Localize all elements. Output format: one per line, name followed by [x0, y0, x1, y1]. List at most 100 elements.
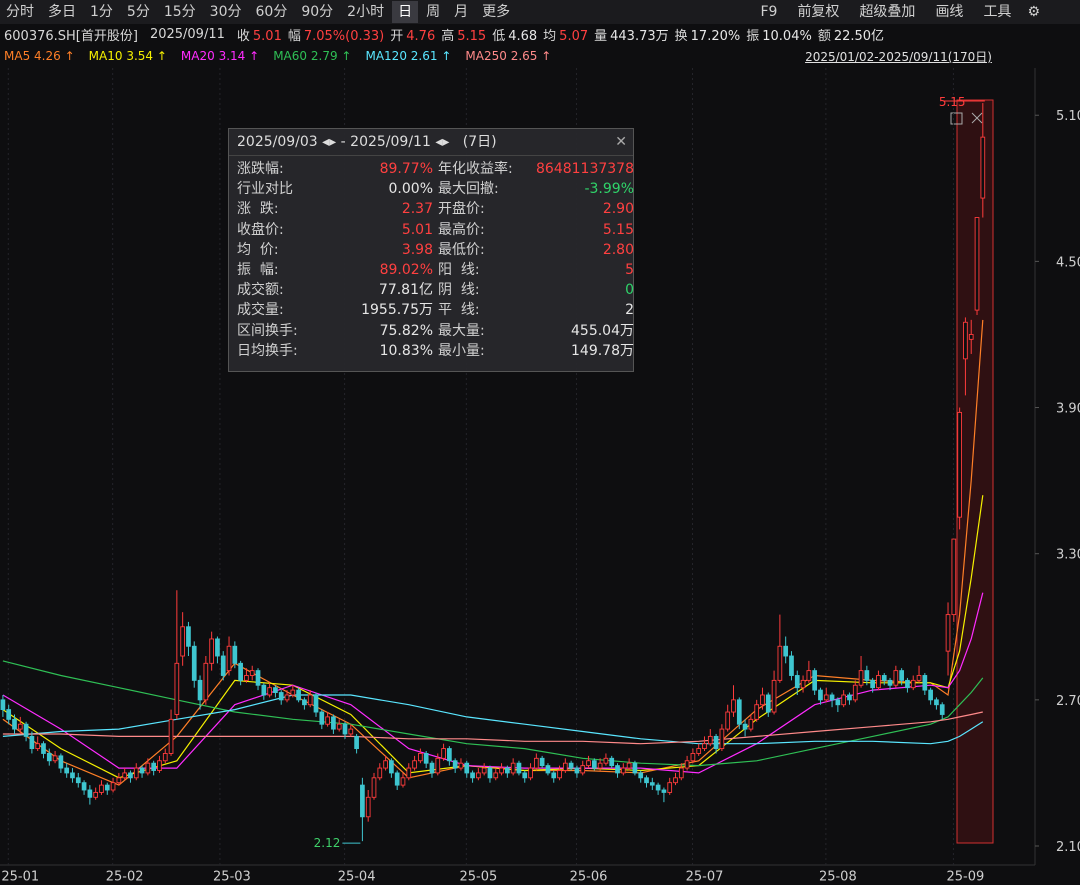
quote-label: 幅	[287, 29, 301, 44]
stat-label: 日均换手:	[237, 342, 298, 359]
stat-row: 行业对比 0.00%	[237, 179, 433, 199]
candle-body	[64, 767, 70, 774]
stat-label: 涨跌幅:	[237, 161, 284, 177]
x-tick-label: 25-02	[106, 870, 144, 885]
candle-body	[70, 772, 75, 779]
popup-days: (7日)	[462, 134, 497, 150]
tool-button[interactable]: 画线	[935, 4, 964, 20]
period-button[interactable]: 1分	[90, 4, 113, 20]
candle-body	[905, 679, 910, 689]
candle-body	[429, 762, 435, 774]
candle-body	[406, 767, 412, 779]
period-button[interactable]: 日	[392, 1, 419, 23]
candle-body	[690, 752, 696, 762]
period-button[interactable]: 更多	[482, 4, 511, 20]
candle-body	[145, 762, 151, 774]
stat-value: 77.81亿	[378, 282, 433, 299]
period-button[interactable]: 周	[426, 4, 441, 20]
period-button[interactable]: 15分	[163, 4, 196, 20]
date-range[interactable]: 2025/01/02-2025/09/11(170日)	[805, 50, 992, 64]
period-button[interactable]: 5分	[126, 4, 150, 20]
tool-button[interactable]: 超级叠加	[859, 4, 916, 20]
stat-row: 阳 线: 5	[438, 260, 634, 280]
quote-label: 换	[674, 29, 688, 44]
stat-row: 年化收益率: 86481137378	[438, 159, 634, 179]
y-tick-label: 5.10	[1056, 109, 1080, 124]
quote-value: 443.73万	[610, 29, 669, 44]
legend-trend: ↑	[249, 49, 260, 63]
candle-body	[806, 670, 812, 681]
period-button[interactable]: 30分	[209, 4, 242, 20]
candle-body	[452, 760, 458, 769]
legend-value: 4.26	[34, 49, 61, 63]
candle-body	[6, 709, 12, 720]
quote-value: 7.05%(0.33)	[303, 29, 385, 44]
candle-body	[87, 789, 93, 798]
stat-label: 最高价:	[438, 221, 485, 238]
candle-body	[273, 687, 278, 693]
tool-button[interactable]: F9	[760, 4, 778, 20]
candle-body	[151, 762, 157, 771]
stat-value: 149.78万	[571, 342, 634, 359]
period-button[interactable]: 多日	[48, 4, 76, 20]
candle-body	[957, 411, 962, 518]
quote-label: 低	[492, 29, 506, 44]
candle-body	[505, 767, 510, 774]
tool-button[interactable]: 工具	[983, 4, 1012, 20]
candle-body	[93, 791, 99, 798]
candle-body	[655, 784, 661, 791]
legend-name: MA250	[465, 49, 507, 63]
candle-body	[516, 762, 522, 774]
popup-right: 年化收益率: 86481137378 最大回撤: -3.99% 开盘价: 2.90 最高价:…	[438, 159, 634, 361]
candle-body	[389, 760, 394, 774]
chart: 2.10 2.70 3.30 3.90 4.50 5.10 25-01 25-02 25-03 2…	[0, 68, 1080, 885]
candle-body	[638, 772, 644, 779]
candle-body	[191, 645, 197, 681]
candle-body	[215, 638, 220, 657]
quote-label: 均	[543, 29, 557, 44]
candle-body	[348, 728, 354, 735]
quote-item: 高 5.15	[441, 25, 486, 44]
settings-icon[interactable]: ⚙	[1027, 4, 1040, 20]
candle-body	[354, 735, 359, 750]
candle-body	[968, 334, 974, 340]
period-button[interactable]: 90分	[301, 4, 334, 20]
candle-body	[789, 655, 794, 676]
candle-body	[75, 777, 81, 784]
candle-body	[620, 767, 626, 774]
period-button[interactable]: 2小时	[347, 4, 385, 20]
legend-trend: ↑	[441, 49, 452, 63]
candle-body	[713, 735, 719, 750]
candle-body	[481, 767, 487, 774]
candle-body	[603, 757, 609, 764]
stat-value: 10.83%	[379, 342, 433, 359]
stat-value: 2.90	[602, 201, 634, 218]
candle-body	[725, 711, 731, 730]
candle-body	[678, 767, 684, 779]
stat-row: 最小量: 149.78万	[438, 341, 634, 361]
period-button[interactable]: 60分	[255, 4, 288, 20]
candle-body	[470, 772, 475, 779]
candle-body	[847, 694, 852, 701]
period-button[interactable]: 分时	[6, 4, 34, 20]
selection-icon[interactable]	[950, 112, 963, 125]
x-tick-label: 25-03	[213, 870, 251, 885]
popup-close[interactable]: ✕	[615, 134, 627, 150]
stat-label: 阴 线:	[438, 282, 480, 299]
stat-value: 1955.75万	[361, 302, 433, 319]
candle-body	[46, 752, 52, 762]
quote-value: 4.68	[508, 29, 538, 44]
tool-button[interactable]: 前复权	[797, 4, 840, 20]
legend-trend: ↑	[64, 49, 75, 63]
stat-row: 阴 线: 0	[438, 280, 634, 300]
selection-close[interactable]	[971, 112, 983, 124]
stat-value: 455.04万	[571, 322, 634, 339]
candle-body	[974, 217, 980, 311]
period-button[interactable]: 月	[454, 4, 469, 20]
candle-body	[238, 662, 243, 681]
candle-body	[551, 772, 557, 779]
stat-row: 成交量: 1955.75万	[237, 300, 433, 320]
ma-line	[2, 694, 984, 745]
candle-body	[980, 136, 986, 199]
